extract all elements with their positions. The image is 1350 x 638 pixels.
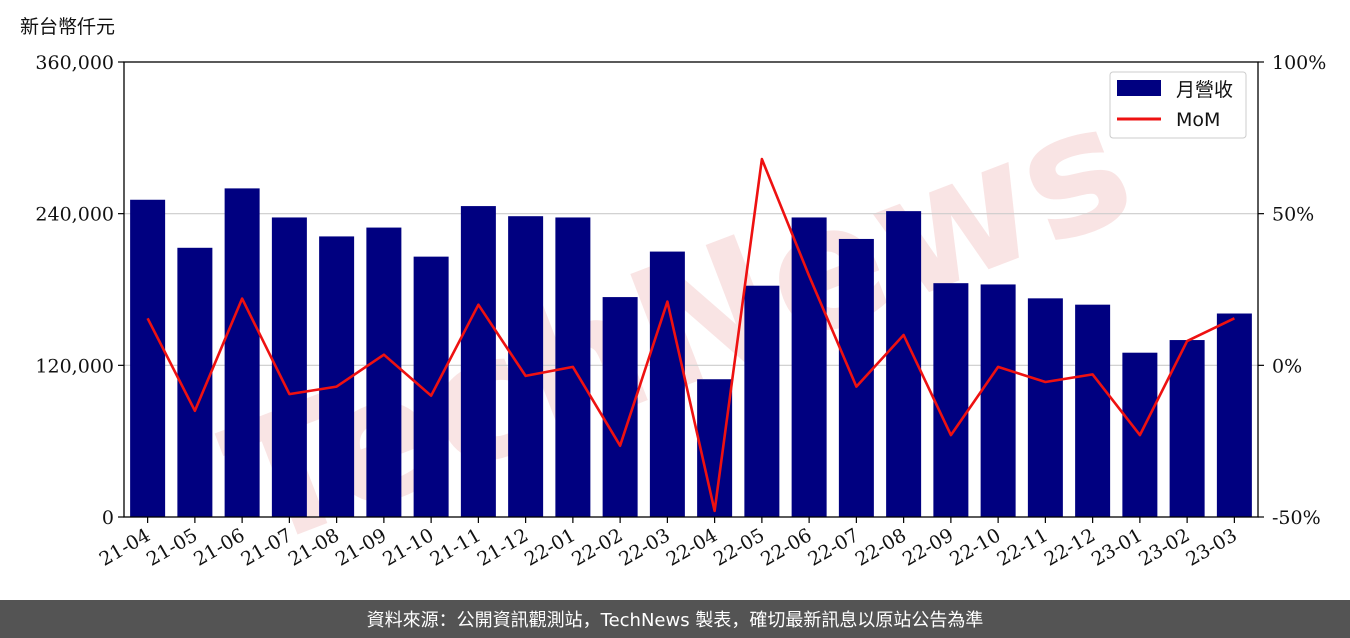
bar-22-08: [886, 211, 922, 517]
bar-21-06: [224, 188, 260, 517]
legend-label-revenue: 月營收: [1176, 79, 1233, 101]
right-tick-label: 100%: [1272, 52, 1326, 74]
x-tick-label: 23-01: [1088, 524, 1146, 570]
x-tick-label: 21-12: [474, 524, 532, 570]
bar-22-03: [649, 251, 685, 518]
x-tick-label: 21-05: [143, 524, 201, 570]
mom-line-series: [146, 157, 1235, 513]
x-tick-label: 21-06: [190, 524, 248, 570]
bar-22-05: [744, 285, 780, 517]
y-axis-unit-label: 新台幣仟元: [20, 16, 115, 38]
bar-21-07: [271, 217, 307, 518]
bar-22-09: [933, 283, 969, 517]
bar-22-04: [697, 379, 733, 517]
x-tick-label: 22-10: [946, 524, 1004, 570]
x-tick-label: 23-02: [1135, 524, 1193, 570]
right-tick-label: -50%: [1272, 507, 1321, 529]
x-tick-label: 22-09: [899, 524, 957, 570]
source-footer-text: 資料來源：公開資訊觀測站，TechNews 製表，確切最新訊息以原站公告為準: [366, 610, 984, 631]
bar-21-10: [413, 256, 449, 517]
source-footer: 資料來源：公開資訊觀測站，TechNews 製表，確切最新訊息以原站公告為準: [0, 600, 1350, 638]
revenue-chart: TechNews 0120,000240,000360,000-50%0%50%…: [20, 16, 1326, 588]
x-tick-label: 22-07: [804, 524, 862, 570]
x-tick-label: 22-08: [852, 524, 910, 570]
bar-23-03: [1216, 313, 1252, 517]
x-tick-label: 22-02: [568, 524, 626, 570]
bar-21-08: [319, 236, 355, 517]
bar-22-12: [1075, 304, 1111, 517]
plot-frame: [123, 61, 1259, 518]
x-tick-label: 22-05: [710, 524, 768, 570]
bar-21-09: [366, 227, 402, 517]
mom-line: [146, 157, 1235, 513]
legend-label-mom: MoM: [1176, 109, 1220, 131]
legend-swatch-bar: [1117, 80, 1161, 96]
legend: 月營收 MoM: [1109, 71, 1247, 139]
bar-21-04: [130, 199, 166, 517]
bar-23-02: [1169, 340, 1205, 517]
right-tick-label: 50%: [1272, 204, 1314, 226]
x-tick-label: 22-04: [663, 524, 721, 570]
bar-series: [130, 188, 1252, 518]
x-tick-label: 22-01: [521, 524, 579, 570]
x-tick-label: 22-11: [993, 524, 1051, 570]
bar-21-12: [508, 216, 544, 517]
right-tick-label: 0%: [1272, 355, 1302, 377]
bar-22-10: [980, 284, 1016, 517]
left-tick-label: 120,000: [35, 355, 114, 377]
bar-22-11: [1027, 298, 1063, 517]
x-tick-label: 22-06: [757, 524, 815, 570]
left-tick-label: 360,000: [35, 52, 114, 74]
grid-lines: [124, 213, 1258, 366]
bar-21-11: [460, 206, 496, 518]
x-tick-label: 21-11: [426, 524, 484, 570]
x-tick-label: 22-03: [615, 524, 673, 570]
left-tick-label: 0: [102, 507, 114, 529]
x-tick-label: 23-03: [1182, 524, 1240, 570]
bar-22-06: [791, 217, 827, 518]
x-tick-label: 21-04: [96, 524, 154, 570]
left-tick-label: 240,000: [35, 204, 114, 226]
x-tick-label: 22-12: [1041, 524, 1099, 570]
bar-22-07: [838, 238, 874, 517]
